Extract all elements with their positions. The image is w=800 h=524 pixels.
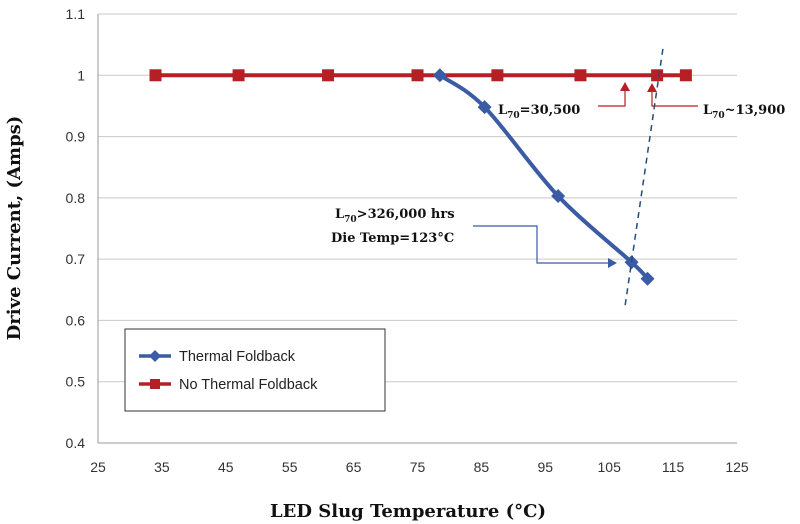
connector-l70-30500	[598, 88, 626, 107]
arrowhead-l70-326000	[608, 258, 617, 268]
x-tick-label: 75	[410, 459, 426, 475]
arrowhead-l70-13900	[647, 83, 657, 92]
legend-marker-thermal-foldback	[149, 350, 161, 362]
y-tick-label: 0.5	[66, 374, 86, 390]
x-tick-label: 25	[90, 459, 106, 475]
y-tick-label: 0.6	[66, 312, 86, 328]
y-tick-label: 0.4	[66, 435, 86, 451]
legend-marker-no-thermal-foldback	[150, 379, 160, 389]
x-tick-label: 45	[218, 459, 234, 475]
y-tick-label: 0.7	[66, 251, 86, 267]
legend-label-thermal-foldback: Thermal Foldback	[179, 349, 296, 365]
series-layer	[149, 68, 692, 286]
y-axis-title: Drive Current, (Amps)	[4, 116, 25, 341]
data-point-thermal-foldback	[432, 68, 447, 83]
x-tick-label: 65	[346, 459, 362, 475]
annotation-connectors	[473, 88, 698, 264]
connector-l70-13900	[651, 89, 698, 107]
legend: Thermal Foldback No Thermal Foldback	[124, 328, 386, 412]
data-point-thermal-foldback	[551, 189, 566, 204]
data-point-thermal-foldback	[640, 271, 655, 286]
annotation-die-temp: Die Temp=123°C	[331, 231, 454, 246]
x-tick-label: 105	[598, 459, 622, 475]
data-point-no-thermal-foldback	[679, 69, 692, 82]
data-point-no-thermal-foldback	[574, 69, 587, 82]
x-tick-label: 95	[538, 459, 554, 475]
y-tick-label: 0.9	[66, 129, 86, 145]
data-point-no-thermal-foldback	[149, 69, 162, 82]
data-point-no-thermal-foldback	[232, 69, 245, 82]
legend-label-no-thermal-foldback: No Thermal Foldback	[179, 377, 318, 393]
y-tick-label: 0.8	[66, 190, 86, 206]
legend-box	[124, 328, 386, 412]
annotation-l70-30500: L70=30,500	[498, 103, 580, 121]
grid-lines	[98, 13, 737, 383]
y-tick-labels: 0.4 0.5 0.6 0.7 0.8 0.9 1 1.1	[66, 6, 86, 451]
data-point-thermal-foldback	[624, 255, 639, 270]
x-tick-label: 85	[474, 459, 490, 475]
x-tick-label: 115	[662, 459, 685, 475]
arrowhead-l70-30500	[620, 82, 630, 91]
x-tick-label: 35	[154, 459, 170, 475]
connector-l70-326000	[473, 225, 612, 264]
data-point-no-thermal-foldback	[651, 69, 664, 82]
data-point-thermal-foldback	[477, 100, 492, 115]
x-tick-labels: 25 35 45 55 65 75 85 95 105 115 125	[90, 459, 749, 475]
data-point-no-thermal-foldback	[322, 69, 335, 82]
y-tick-label: 1	[77, 67, 85, 83]
x-tick-label: 125	[725, 459, 749, 475]
x-axis-title: LED Slug Temperature (°C)	[270, 501, 546, 522]
annotation-arrowheads	[608, 82, 657, 268]
x-tick-label: 55	[282, 459, 298, 475]
y-tick-label: 1.1	[66, 6, 86, 22]
data-point-no-thermal-foldback	[411, 69, 424, 82]
annotation-l70-326000: L70>326,000 hrs	[335, 207, 455, 225]
data-point-no-thermal-foldback	[491, 69, 504, 82]
annotation-l70-13900: L70~13,900	[703, 103, 785, 121]
